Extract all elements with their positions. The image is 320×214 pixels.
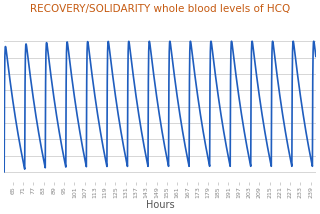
X-axis label: Hours: Hours: [146, 200, 174, 210]
Title: RECOVERY/SOLIDARITY whole blood levels of HCQ: RECOVERY/SOLIDARITY whole blood levels o…: [30, 4, 290, 14]
